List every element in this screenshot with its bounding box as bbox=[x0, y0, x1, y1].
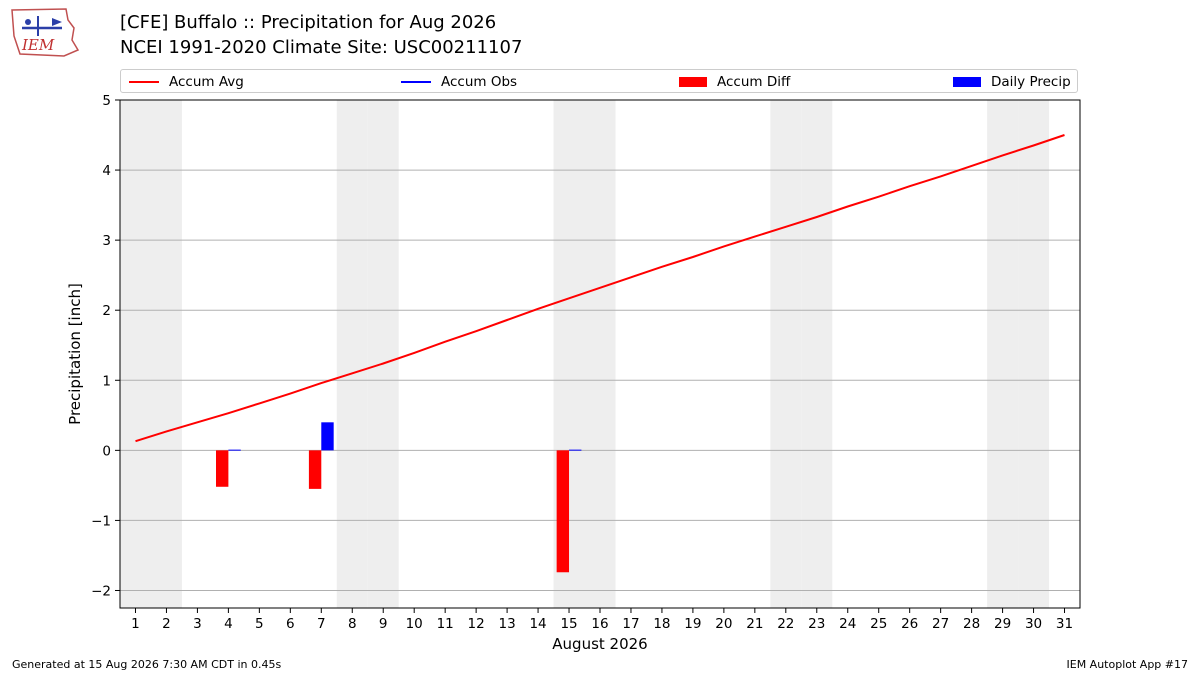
footer-app: IEM Autoplot App #17 bbox=[1066, 658, 1189, 671]
y-tick-label: 5 bbox=[102, 93, 111, 109]
x-tick-label: 11 bbox=[437, 616, 454, 632]
x-tick-label: 17 bbox=[622, 616, 639, 632]
x-tick-label: 30 bbox=[1025, 616, 1042, 632]
legend-swatch-daily-precip bbox=[953, 77, 981, 87]
legend-label-daily-precip: Daily Precip bbox=[991, 74, 1071, 90]
x-tick-label: 21 bbox=[746, 616, 763, 632]
legend-item-accum-avg: Accum Avg bbox=[129, 73, 244, 91]
accum-avg-line bbox=[135, 134, 1065, 443]
accum-diff-bar-day-7 bbox=[308, 450, 322, 489]
weekend-shade-day-29 bbox=[987, 100, 1019, 608]
weekend-shade-day-8 bbox=[336, 100, 368, 608]
accum-diff-bar-day-4 bbox=[216, 450, 229, 487]
chart-title: [CFE] Buffalo :: Precipitation for Aug 2… bbox=[120, 12, 497, 33]
x-tick-label: 31 bbox=[1056, 616, 1073, 632]
legend-swatch-accum-diff bbox=[679, 77, 707, 87]
x-tick-label: 18 bbox=[653, 616, 670, 632]
x-tick-label: 28 bbox=[963, 616, 980, 632]
x-tick-label: 8 bbox=[348, 616, 357, 632]
legend-item-accum-obs: Accum Obs bbox=[401, 73, 517, 91]
y-axis-label: Precipitation [inch] bbox=[66, 283, 84, 425]
x-tick-label: 16 bbox=[591, 616, 608, 632]
x-tick-label: 20 bbox=[715, 616, 732, 632]
lines bbox=[135, 134, 1065, 443]
y-tick-label: 0 bbox=[102, 443, 111, 459]
weekend-shade-day-2 bbox=[150, 100, 182, 608]
x-tick-label: 12 bbox=[468, 616, 485, 632]
bars bbox=[216, 422, 582, 573]
y-tick-label: 1 bbox=[102, 373, 111, 389]
y-tick-label: 4 bbox=[102, 163, 111, 179]
svg-text:IEM: IEM bbox=[21, 36, 55, 54]
weekend-shade-day-1 bbox=[120, 100, 151, 608]
weekend-shade-day-9 bbox=[367, 100, 399, 608]
y-tick-label: −1 bbox=[91, 513, 111, 529]
x-tick-label: 14 bbox=[529, 616, 546, 632]
x-tick-label: 10 bbox=[406, 616, 423, 632]
legend-swatch-accum-avg bbox=[129, 81, 159, 83]
x-tick-label: 23 bbox=[808, 616, 825, 632]
x-tick-label: 25 bbox=[870, 616, 887, 632]
x-tick-label: 19 bbox=[684, 616, 701, 632]
y-tick-label: 2 bbox=[102, 303, 111, 319]
footer-generated: Generated at 15 Aug 2026 7:30 AM CDT in … bbox=[12, 658, 282, 671]
weekend-shade-day-16 bbox=[584, 100, 616, 608]
legend: Accum Avg Accum Obs Accum Diff Daily Pre… bbox=[120, 69, 1078, 93]
y-tick-label: −2 bbox=[91, 583, 111, 599]
weekend-shading bbox=[120, 100, 1050, 608]
x-tick-label: 24 bbox=[839, 616, 856, 632]
legend-swatch-accum-obs bbox=[401, 81, 431, 83]
x-tick-label: 4 bbox=[224, 616, 233, 632]
legend-label-accum-avg: Accum Avg bbox=[169, 74, 244, 90]
x-tick-label: 15 bbox=[560, 616, 577, 632]
x-tick-label: 29 bbox=[994, 616, 1011, 632]
accum-diff-bar-day-15 bbox=[556, 450, 570, 573]
x-tick-label: 6 bbox=[286, 616, 295, 632]
iem-logo: IEM bbox=[11, 8, 80, 57]
x-tick-label: 5 bbox=[255, 616, 264, 632]
x-tick-label: 22 bbox=[777, 616, 794, 632]
x-tick-label: 7 bbox=[317, 616, 326, 632]
daily-precip-bar-day-15 bbox=[569, 449, 582, 451]
weekend-shade-day-22 bbox=[770, 100, 802, 608]
daily-precip-bar-day-7 bbox=[321, 422, 334, 451]
x-tick-label: 27 bbox=[932, 616, 949, 632]
weekend-shade-day-23 bbox=[801, 100, 833, 608]
x-tick-label: 1 bbox=[131, 616, 140, 632]
x-tick-label: 9 bbox=[379, 616, 388, 632]
x-tick-label: 26 bbox=[901, 616, 918, 632]
daily-precip-bar-day-4 bbox=[228, 449, 241, 451]
weekend-shade-day-30 bbox=[1018, 100, 1050, 608]
legend-label-accum-diff: Accum Diff bbox=[717, 74, 791, 90]
legend-label-accum-obs: Accum Obs bbox=[441, 74, 518, 90]
y-tick-label: 3 bbox=[102, 233, 111, 249]
x-tick-label: 13 bbox=[499, 616, 516, 632]
x-tick-label: 2 bbox=[162, 616, 171, 632]
x-axis-label: August 2026 bbox=[552, 635, 647, 653]
chart-subtitle: NCEI 1991-2020 Climate Site: USC00211107 bbox=[120, 37, 523, 58]
x-tick-label: 3 bbox=[193, 616, 202, 632]
legend-item-accum-diff: Accum Diff bbox=[679, 73, 790, 91]
legend-item-daily-precip: Daily Precip bbox=[953, 73, 1071, 91]
